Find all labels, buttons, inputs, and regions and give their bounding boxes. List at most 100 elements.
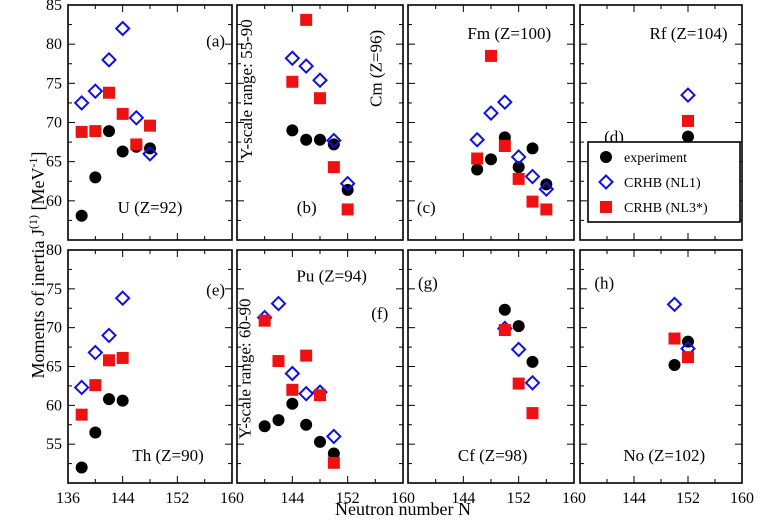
nucleus-label: Pu (Z=94): [296, 267, 367, 286]
crhb-nl1-point: [270, 295, 287, 312]
y-axis-label-main: Moments of inertia J: [28, 229, 48, 378]
crhb-nl3-point: [314, 92, 326, 105]
x-tick-label: 144: [451, 490, 475, 507]
y-scale-range-note: Y-scale range: 55-90: [237, 19, 256, 160]
crhb-nl1-point: [87, 83, 104, 100]
crhb-nl1-point: [284, 50, 301, 67]
panel-f: 144 152 160 (f) Pu (Z=94) Y-scale range: 60-9…: [235, 249, 415, 507]
crhb-nl3-point: [272, 355, 285, 368]
experiment-point: [327, 447, 340, 460]
y-scale-range-note: Y-scale range: 60-90: [235, 298, 254, 439]
crhb-nl1-point: [101, 327, 117, 344]
x-tick-label: 136: [56, 490, 80, 507]
crhb-nl3-point: [89, 379, 102, 392]
crhb-nl1-point: [510, 341, 527, 358]
y-axis-label: Moments of inertia J(1) [MeV-1]: [26, 152, 48, 379]
crhb-nl3-point: [668, 332, 681, 345]
experiment-point: [103, 393, 115, 406]
crhb-nl1-point: [128, 109, 145, 126]
legend-nl1-marker: [598, 174, 614, 190]
crhb-nl1-point: [339, 175, 356, 192]
nucleus-label: Fm (Z=100): [467, 24, 551, 43]
crhb-nl3-point: [526, 407, 539, 420]
crhb-nl3-point: [89, 125, 102, 138]
crhb-nl3-point: [512, 377, 525, 390]
crhb-nl1-point: [510, 149, 527, 165]
crhb-nl3-point: [286, 75, 299, 88]
crhb-nl1-point: [73, 95, 90, 111]
experiment-point: [540, 178, 553, 191]
y-axis-unit-close: ]: [28, 152, 48, 158]
crhb-nl1-point: [101, 51, 117, 68]
legend: experiment CRHB (NL1) CRHB (NL3*): [587, 141, 741, 223]
experiment-point: [327, 138, 340, 151]
panel-letter: (h): [594, 274, 614, 293]
nucleus-label: No (Z=102): [623, 446, 705, 465]
crhb-nl3-point: [286, 383, 299, 396]
x-tick-label: 144: [280, 490, 304, 507]
panel-letter: (b): [297, 198, 317, 217]
crhb-nl3-point: [498, 140, 511, 152]
crhb-nl3-point: [300, 349, 313, 362]
crhb-nl3-point: [130, 138, 143, 151]
experiment-point: [512, 161, 525, 174]
x-tick-label: 160: [730, 490, 754, 507]
crhb-nl3-point: [103, 86, 115, 99]
panel-frame: [67, 249, 233, 484]
crhb-nl3-point: [485, 49, 497, 62]
experiment-point: [300, 418, 313, 431]
crhb-nl3-point: [341, 203, 354, 216]
nucleus-label: Cm (Z=96): [366, 30, 385, 107]
experiment-point: [75, 209, 88, 222]
crhb-nl1-point: [469, 131, 486, 148]
crhb-nl3-point: [75, 408, 88, 421]
legend-entry-label: CRHB (NL1): [624, 176, 701, 191]
crhb-nl1-point: [298, 385, 315, 402]
crhb-nl3-point: [75, 125, 88, 138]
panel-letter: (c): [417, 198, 436, 217]
crhb-nl1-point: [538, 181, 555, 197]
crhb-nl1-point: [666, 296, 683, 313]
y-tick-label: 70: [46, 115, 62, 132]
experiment-point: [314, 133, 326, 146]
experiment-point: [75, 461, 88, 474]
x-tick-label: 144: [111, 490, 135, 507]
crhb-nl1-point: [87, 344, 104, 361]
crhb-nl3-point: [258, 314, 271, 327]
panel-letter: (f): [371, 304, 388, 323]
experiment-point: [471, 163, 484, 176]
x-tick-label: 160: [220, 490, 244, 507]
x-tick-label: 144: [622, 490, 646, 507]
y-tick-label: 80: [46, 36, 62, 53]
y-axis-label-superscript: (1): [26, 215, 40, 229]
panel-frame: [407, 249, 575, 484]
x-tick-label: 152: [676, 490, 700, 507]
crhb-nl3-point: [300, 13, 313, 26]
experiment-point: [498, 303, 511, 316]
nucleus-label: Th (Z=90): [132, 446, 203, 465]
crhb-nl1-point: [325, 132, 342, 149]
experiment-point: [89, 426, 102, 439]
experiment-point: [272, 414, 285, 427]
y-tick-label: 70: [46, 320, 62, 337]
crhb-nl3-point: [327, 456, 340, 469]
y-tick-label: 75: [46, 75, 62, 92]
y-tick-label: 60: [46, 193, 62, 210]
experiment-point: [286, 397, 299, 410]
x-tick-label: 152: [165, 490, 189, 507]
x-tick-label: 160: [562, 490, 586, 507]
crhb-nl1-point: [114, 20, 131, 37]
panel-c: (c) Fm (Z=100): [407, 4, 575, 241]
panel-frame: [67, 4, 233, 241]
y-axis-unit-open: [MeV: [28, 168, 48, 211]
panel-frame: [579, 249, 743, 484]
panel-letter: (a): [206, 31, 225, 50]
experiment-point: [89, 171, 102, 184]
crhb-nl1-point: [114, 290, 131, 307]
panel-e: 55 60 65 70 75 80 136 144 152 160 (e) Th (Z=90): [46, 242, 244, 507]
y-tick-label: 80: [46, 242, 62, 259]
legend-entry-label: CRHB (NL3*): [624, 201, 708, 216]
legend-experiment-marker: [600, 151, 612, 163]
experiment-point: [258, 420, 271, 433]
panel-g: 144 152 160 (g) Cf (Z=98): [407, 249, 586, 507]
